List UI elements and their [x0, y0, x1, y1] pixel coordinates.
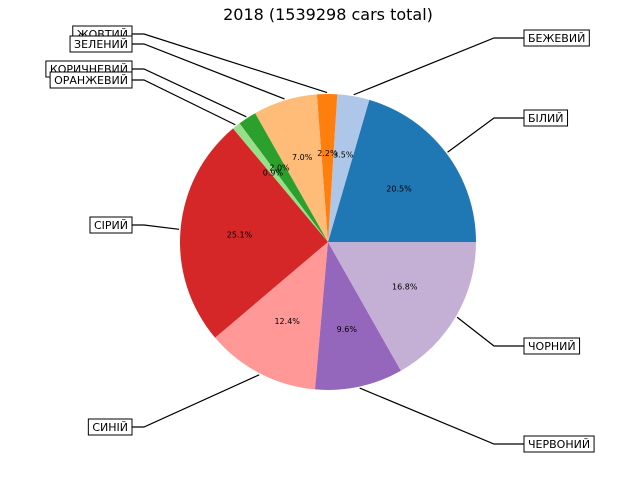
leader-line-3 [132, 43, 285, 100]
leader-line-8 [359, 387, 524, 445]
leader-line-9 [456, 316, 524, 347]
percent-labels: 20.5% 3.5%2.2% 7.0%2.0%0.9% 25.1% 12.4% 9.6% 1… [227, 149, 418, 334]
percent-label-0: 20.5% [386, 185, 412, 194]
slice-label-box-7 [87, 418, 133, 436]
slice-label-8: ЧЕРВОНИЙ [528, 438, 590, 451]
leader-line-7 [132, 374, 260, 428]
slice-label-box-1 [523, 29, 590, 47]
slice-label-9: ЧОРНИЙ [528, 340, 576, 353]
slice-label-box-6 [89, 216, 133, 234]
percent-label-8: 9.6% [337, 325, 358, 334]
leader-line-2 [132, 33, 328, 94]
leader-line-6 [132, 224, 180, 230]
pie-slice-2 [316, 94, 338, 243]
percent-label-6: 25.1% [227, 230, 253, 239]
percent-label-5: 0.9% [263, 168, 284, 177]
percent-label-3: 7.0% [292, 153, 313, 162]
pie-slice-0 [328, 99, 476, 243]
slice-label-3: ЗЕЛЕНИЙ [74, 38, 128, 51]
pie-slice-9 [328, 242, 476, 371]
percent-label-4: 2.0% [269, 164, 290, 173]
pie-slice-4 [239, 113, 328, 243]
percent-label-1: 3.5% [333, 151, 354, 160]
pie-slice-5 [232, 123, 328, 242]
pie-slice-3 [255, 94, 328, 242]
leader-line-1 [353, 37, 524, 96]
pie-slice-1 [328, 94, 370, 242]
pie-slice-8 [314, 242, 401, 390]
chart-title: 2018 (1539298 cars total) [223, 5, 433, 24]
slice-label-6: СІРИЙ [94, 219, 128, 232]
slice-label-box-8 [523, 435, 595, 453]
leader-line-4 [132, 68, 247, 118]
slice-label-7: СИНІЙ [92, 421, 128, 434]
slice-label-5: ОРАНЖЕВИЙ [54, 74, 128, 87]
slice-label-box-0 [523, 109, 569, 127]
pie-slice-6 [180, 128, 328, 338]
percent-label-9: 16.8% [392, 283, 418, 292]
slice-label-box-3 [69, 35, 133, 53]
slice-label-0: БІЛИЙ [528, 112, 564, 125]
percent-label-2: 2.2% [317, 149, 338, 158]
pie-slices [180, 94, 476, 390]
pie-slice-7 [215, 242, 328, 390]
slice-label-box-9 [523, 337, 581, 355]
slice-label-box-5 [49, 71, 133, 89]
leader-line-0 [447, 117, 524, 153]
percent-label-7: 12.4% [274, 317, 300, 326]
slice-label-1: БЕЖЕВИЙ [528, 32, 585, 45]
leader-line-5 [132, 79, 236, 126]
slice-labels: БІЛИЙБЕЖЕВИЙЖОВТИЙЗЕЛЕНИЙКОРИЧНЕВИЙОРАНЖ… [45, 25, 595, 453]
